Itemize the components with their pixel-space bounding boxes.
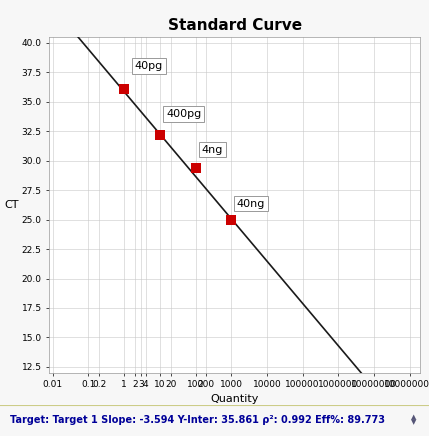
Text: Target: Target 1 Slope: -3.594 Y-Inter: 35.861 ρ²: 0.992 Eff%: 89.773: Target: Target 1 Slope: -3.594 Y-Inter: … bbox=[10, 415, 385, 425]
Point bbox=[192, 164, 199, 171]
Point bbox=[228, 216, 235, 223]
Text: 40ng: 40ng bbox=[236, 199, 265, 209]
X-axis label: Quantity: Quantity bbox=[211, 394, 259, 404]
Point bbox=[121, 85, 127, 92]
Text: 40pg: 40pg bbox=[135, 61, 163, 71]
Text: 4ng: 4ng bbox=[202, 144, 223, 154]
Text: ▲
▼: ▲ ▼ bbox=[411, 414, 417, 425]
Point bbox=[157, 131, 163, 138]
Title: Standard Curve: Standard Curve bbox=[168, 18, 302, 33]
Text: 400pg: 400pg bbox=[166, 109, 201, 119]
Y-axis label: CT: CT bbox=[4, 200, 19, 210]
